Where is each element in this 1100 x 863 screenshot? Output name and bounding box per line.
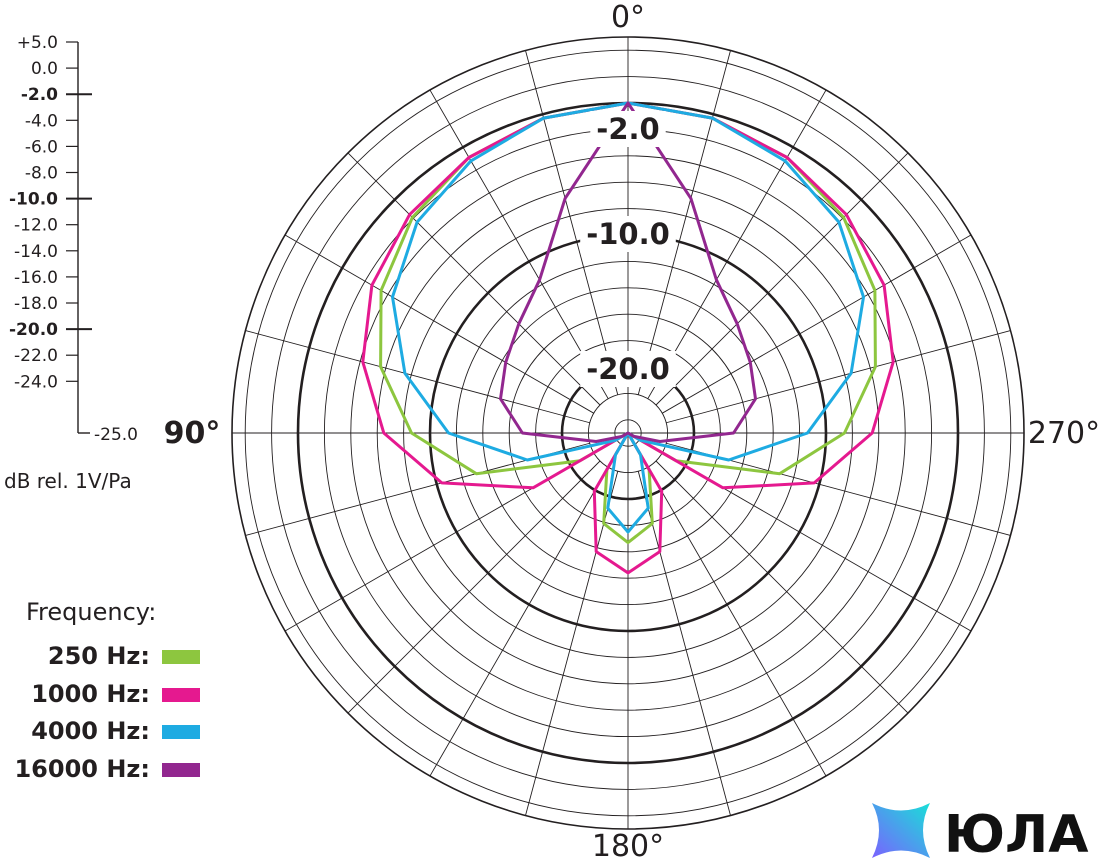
ring-label-backing xyxy=(580,216,676,252)
grid-spoke xyxy=(655,460,909,714)
db-scale-tick-label: -12.0 xyxy=(14,216,58,236)
grid-spoke xyxy=(666,330,1011,424)
db-scale-tick-label: -24.0 xyxy=(14,372,58,392)
ring-label-minus-20: -20.0 xyxy=(586,352,670,386)
db-scale-tick-label: -6.0 xyxy=(25,137,58,157)
db-scale-tick-label: -18.0 xyxy=(14,294,58,314)
db-scale-tick-label: 0.0 xyxy=(31,59,58,79)
angle-labels: 0° 90° 180° 270° xyxy=(164,0,1100,863)
grid-spoke xyxy=(245,330,590,424)
grid-spoke xyxy=(347,152,601,406)
yula-logo: ЮЛА xyxy=(872,803,1088,863)
series-line-2 xyxy=(361,101,895,575)
grid-spoke xyxy=(637,471,731,816)
polar-grid xyxy=(231,36,1025,830)
legend-swatch-1000hz xyxy=(162,688,200,702)
db-scale: +5.0 0.0 -2.0 -4.0 -6.0 -8.0 -10.0 -12.0 -14.0 -1… xyxy=(4,33,138,493)
db-scale-min-label: -25.0 xyxy=(94,425,138,445)
grid-spoke xyxy=(525,471,619,816)
grid-spoke xyxy=(662,234,972,414)
db-scale-tick-label: -20.0 xyxy=(9,320,58,340)
angle-label-0: 0° xyxy=(611,0,645,35)
db-scale-tick-label: -22.0 xyxy=(14,346,58,366)
legend-label-1000hz: 1000 Hz: xyxy=(31,680,150,708)
series-line-3 xyxy=(391,101,865,534)
db-unit-label: dB rel. 1V/Pa xyxy=(4,469,132,493)
db-scale-tick-label: -4.0 xyxy=(25,111,58,131)
grid-spoke xyxy=(429,467,609,777)
legend-label-250hz: 250 Hz: xyxy=(48,642,150,670)
legend-swatch-16000hz xyxy=(162,763,200,777)
legend: Frequency: 250 Hz: 1000 Hz: 4000 Hz: 160… xyxy=(14,598,200,783)
grid-spoke xyxy=(347,460,601,714)
angle-label-90: 90° xyxy=(164,416,221,451)
grid-spoke xyxy=(429,89,609,399)
ring-labels: -2.0 -10.0 -20.0 xyxy=(580,111,676,387)
grid-spoke xyxy=(655,152,909,406)
grid-spoke xyxy=(525,50,619,395)
angle-label-180: 180° xyxy=(592,829,664,863)
grid-spoke xyxy=(284,234,594,414)
legend-title: Frequency: xyxy=(26,598,156,626)
ring-label-minus-2: -2.0 xyxy=(596,112,659,146)
ring-label-backing xyxy=(590,111,666,147)
grid-spoke xyxy=(647,467,827,777)
db-scale-tick-label: +5.0 xyxy=(17,33,58,53)
legend-swatch-250hz xyxy=(162,650,200,664)
db-scale-tick-label: -16.0 xyxy=(14,268,58,288)
series-layer xyxy=(361,101,895,575)
yula-logo-text: ЮЛА xyxy=(944,805,1088,863)
db-scale-tick-label: -8.0 xyxy=(25,164,58,184)
legend-swatch-4000hz xyxy=(162,725,200,739)
grid-spoke xyxy=(637,50,731,395)
db-scale-tick-label: -10.0 xyxy=(9,190,58,210)
db-scale-tick-label: -14.0 xyxy=(14,242,58,262)
db-scale-tick-label: -2.0 xyxy=(21,85,58,105)
legend-label-16000hz: 16000 Hz: xyxy=(14,755,150,783)
angle-label-270: 270° xyxy=(1028,416,1100,451)
grid-spoke xyxy=(647,89,827,399)
series-line-4 xyxy=(499,101,757,443)
series-line-1 xyxy=(379,101,877,545)
yula-logo-mark-icon xyxy=(872,803,930,858)
db-scale-ticks: +5.0 0.0 -2.0 -4.0 -6.0 -8.0 -10.0 -12.0 -14.0 -1… xyxy=(9,33,92,434)
ring-label-backing xyxy=(580,351,676,387)
legend-label-4000hz: 4000 Hz: xyxy=(31,717,150,745)
ring-label-minus-10: -10.0 xyxy=(586,217,670,251)
